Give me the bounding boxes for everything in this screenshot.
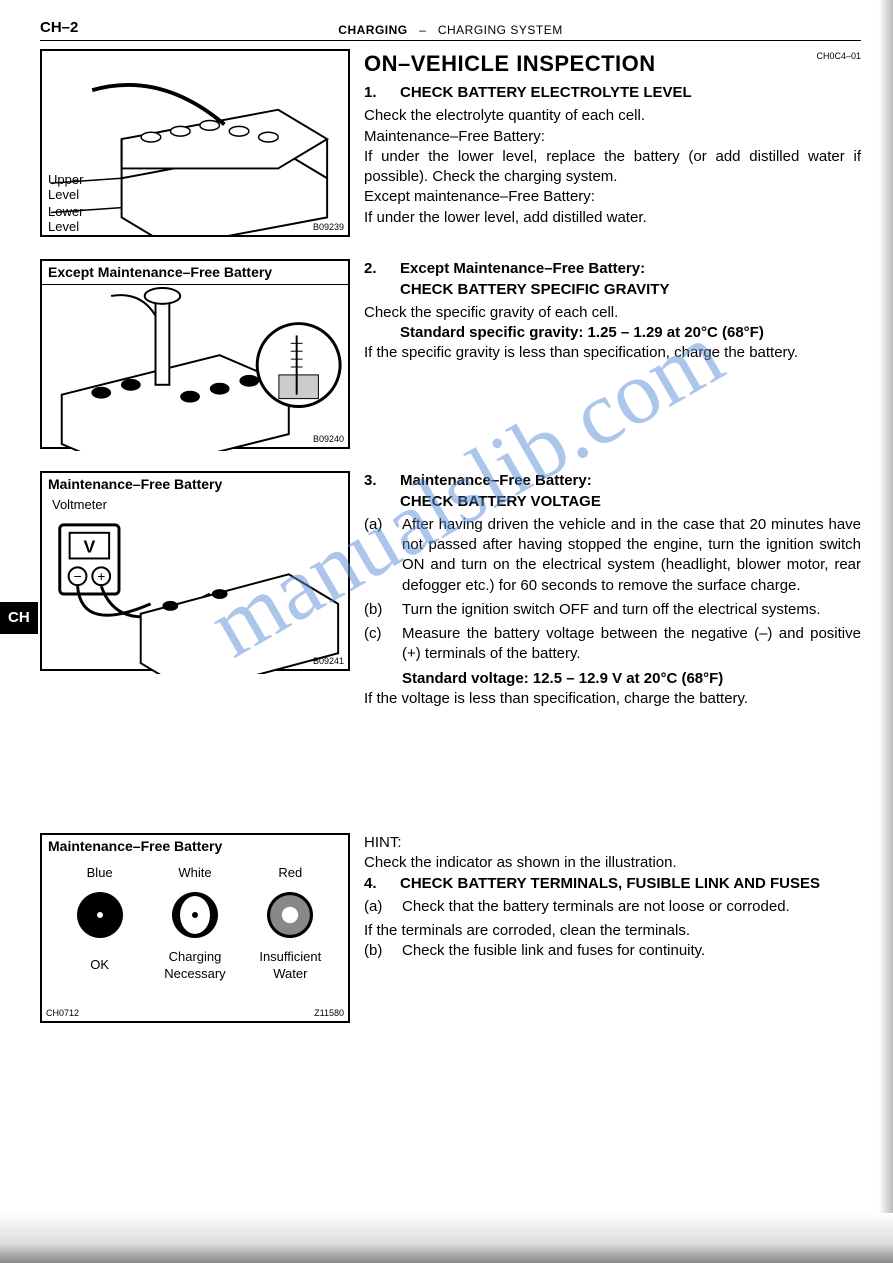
- step4-num: 4.: [364, 874, 382, 894]
- label-lower-level: Level: [48, 218, 79, 236]
- page-container: CH–2 CHARGING – CHARGING SYSTEM CH0C4–01: [0, 0, 893, 1043]
- step1-l2: Maintenance–Free Battery:: [364, 127, 861, 147]
- step4-b-key: (b): [364, 941, 388, 961]
- step2-num: 2.: [364, 259, 382, 300]
- breadcrumb-main: CHARGING: [338, 23, 407, 37]
- step1-head: 1. CHECK BATTERY ELECTROLYTE LEVEL: [364, 83, 861, 103]
- breadcrumb: CHARGING – CHARGING SYSTEM: [40, 22, 861, 41]
- step1-l5: If under the lower level, add distilled …: [364, 208, 861, 228]
- step2-title: Except Maintenance–Free Battery: CHECK B…: [400, 259, 861, 300]
- step4-head: 4. CHECK BATTERY TERMINALS, FUSIBLE LINK…: [364, 874, 861, 894]
- step3-c-key: (c): [364, 624, 388, 665]
- v-symbol: V: [83, 536, 95, 556]
- row-step4: Maintenance–Free Battery Blue White Red …: [40, 833, 861, 1023]
- step1-l1: Check the electrolyte quantity of each c…: [364, 106, 861, 126]
- step1-l4: Except maintenance–Free Battery:: [364, 187, 861, 207]
- step4-b: (b) Check the fusible link and fuses for…: [364, 941, 861, 961]
- figure-indicator: Maintenance–Free Battery Blue White Red …: [40, 833, 350, 1023]
- figure4-code-left: CH0712: [46, 1007, 79, 1019]
- step3-title: Maintenance–Free Battery: CHECK BATTERY …: [400, 471, 861, 512]
- breadcrumb-sub: CHARGING SYSTEM: [438, 23, 563, 37]
- indicator-white-icon: [172, 892, 218, 938]
- step4-a-text: Check that the battery terminals are not…: [402, 897, 861, 917]
- figure3-code: B09241: [313, 655, 344, 667]
- step3-b-key: (b): [364, 600, 388, 620]
- step4-a-key: (a): [364, 897, 388, 917]
- page-header: CH–2 CHARGING – CHARGING SYSTEM CH0C4–01: [40, 18, 861, 41]
- svg-text:+: +: [97, 568, 105, 584]
- battery-level-illustration: [42, 51, 348, 235]
- text-step3: 3. Maintenance–Free Battery: CHECK BATTE…: [364, 471, 861, 709]
- figure-battery-level: Upper Level Lower Level B09239: [40, 49, 350, 237]
- step2-l2: If the specific gravity is less than spe…: [364, 343, 861, 363]
- label-upper-level: Level: [48, 186, 79, 204]
- voltmeter-label: Voltmeter: [42, 496, 348, 514]
- figure-voltmeter: Maintenance–Free Battery Voltmeter V − +: [40, 471, 350, 671]
- figure2-title: Except Maintenance–Free Battery: [42, 261, 348, 285]
- step3-a-key: (a): [364, 515, 388, 596]
- indicator-state-labels: OK Charging Necessary Insufficient Water: [42, 942, 348, 987]
- indicator-circles: [42, 886, 348, 942]
- ind-charging: Charging Necessary: [155, 948, 235, 983]
- step1-num: 1.: [364, 83, 382, 103]
- indicator-color-labels: Blue White Red: [42, 858, 348, 886]
- figure1-code: B09239: [313, 221, 344, 233]
- step3-after: If the voltage is less than specificatio…: [364, 689, 861, 709]
- step2-head: 2. Except Maintenance–Free Battery: CHEC…: [364, 259, 861, 300]
- ind-blue-label: Blue: [60, 864, 140, 882]
- step2-title-2: CHECK BATTERY SPECIFIC GRAVITY: [400, 281, 669, 298]
- indicator-blue-icon: [77, 892, 123, 938]
- voltmeter-illustration: V − +: [42, 514, 348, 674]
- text-step1: ON–VEHICLE INSPECTION 1. CHECK BATTERY E…: [364, 49, 861, 227]
- ind-red-label: Red: [250, 864, 330, 882]
- hint-label: HINT:: [364, 833, 861, 853]
- figure4-title: Maintenance–Free Battery: [42, 835, 348, 858]
- breadcrumb-sep: –: [419, 23, 426, 37]
- step1-title: CHECK BATTERY ELECTROLYTE LEVEL: [400, 83, 861, 103]
- figure4-code-right: Z11580: [314, 1007, 344, 1019]
- section-title: ON–VEHICLE INSPECTION: [364, 49, 861, 79]
- indicator-red-icon: [267, 892, 313, 938]
- step2-l1: Check the specific gravity of each cell.: [364, 303, 861, 323]
- step3-head: 3. Maintenance–Free Battery: CHECK BATTE…: [364, 471, 861, 512]
- row-step1: Upper Level Lower Level B09239 ON–VEHICL…: [40, 49, 861, 237]
- hint-text: Check the indicator as shown in the illu…: [364, 853, 861, 873]
- figure-specific-gravity: Except Maintenance–Free Battery: [40, 259, 350, 449]
- step2-spec: Standard specific gravity: 1.25 – 1.29 a…: [400, 323, 861, 343]
- step3-a: (a) After having driven the vehicle and …: [364, 515, 861, 596]
- step3-title-2: CHECK BATTERY VOLTAGE: [400, 493, 601, 510]
- text-step2: 2. Except Maintenance–Free Battery: CHEC…: [364, 259, 861, 363]
- step3-b: (b) Turn the ignition switch OFF and tur…: [364, 600, 861, 620]
- step4-title: CHECK BATTERY TERMINALS, FUSIBLE LINK AN…: [400, 874, 861, 894]
- step3-num: 3.: [364, 471, 382, 512]
- step2-title-1: Except Maintenance–Free Battery:: [400, 260, 645, 277]
- spacer: [40, 731, 861, 811]
- step3-title-1: Maintenance–Free Battery:: [400, 472, 592, 489]
- step4-a: (a) Check that the battery terminals are…: [364, 897, 861, 917]
- figure3-title: Maintenance–Free Battery: [42, 473, 348, 496]
- row-step3: Maintenance–Free Battery Voltmeter V − +: [40, 471, 861, 709]
- step1-l3: If under the lower level, replace the ba…: [364, 147, 861, 188]
- step4-mid: If the terminals are corroded, clean the…: [364, 921, 861, 941]
- row-step2: Except Maintenance–Free Battery: [40, 259, 861, 449]
- page-bottom-shadow: [0, 1213, 893, 1263]
- ind-ok: OK: [60, 956, 140, 974]
- svg-text:−: −: [74, 568, 82, 584]
- text-step4: HINT: Check the indicator as shown in th…: [364, 833, 861, 966]
- ind-white-label: White: [155, 864, 235, 882]
- step3-c-text: Measure the battery voltage between the …: [402, 624, 861, 665]
- doc-code: CH0C4–01: [816, 50, 861, 62]
- step3-c: (c) Measure the battery voltage between …: [364, 624, 861, 665]
- figure2-code: B09240: [313, 433, 344, 445]
- hydrometer-illustration: [42, 285, 348, 451]
- step3-a-text: After having driven the vehicle and in t…: [402, 515, 861, 596]
- step3-b-text: Turn the ignition switch OFF and turn of…: [402, 600, 861, 620]
- step3-spec: Standard voltage: 12.5 – 12.9 V at 20°C …: [402, 669, 861, 689]
- content: Upper Level Lower Level B09239 ON–VEHICL…: [40, 49, 861, 1023]
- step4-b-text: Check the fusible link and fuses for con…: [402, 941, 861, 961]
- step3-sublist: (a) After having driven the vehicle and …: [364, 515, 861, 689]
- ind-insufficient: Insufficient Water: [250, 948, 330, 983]
